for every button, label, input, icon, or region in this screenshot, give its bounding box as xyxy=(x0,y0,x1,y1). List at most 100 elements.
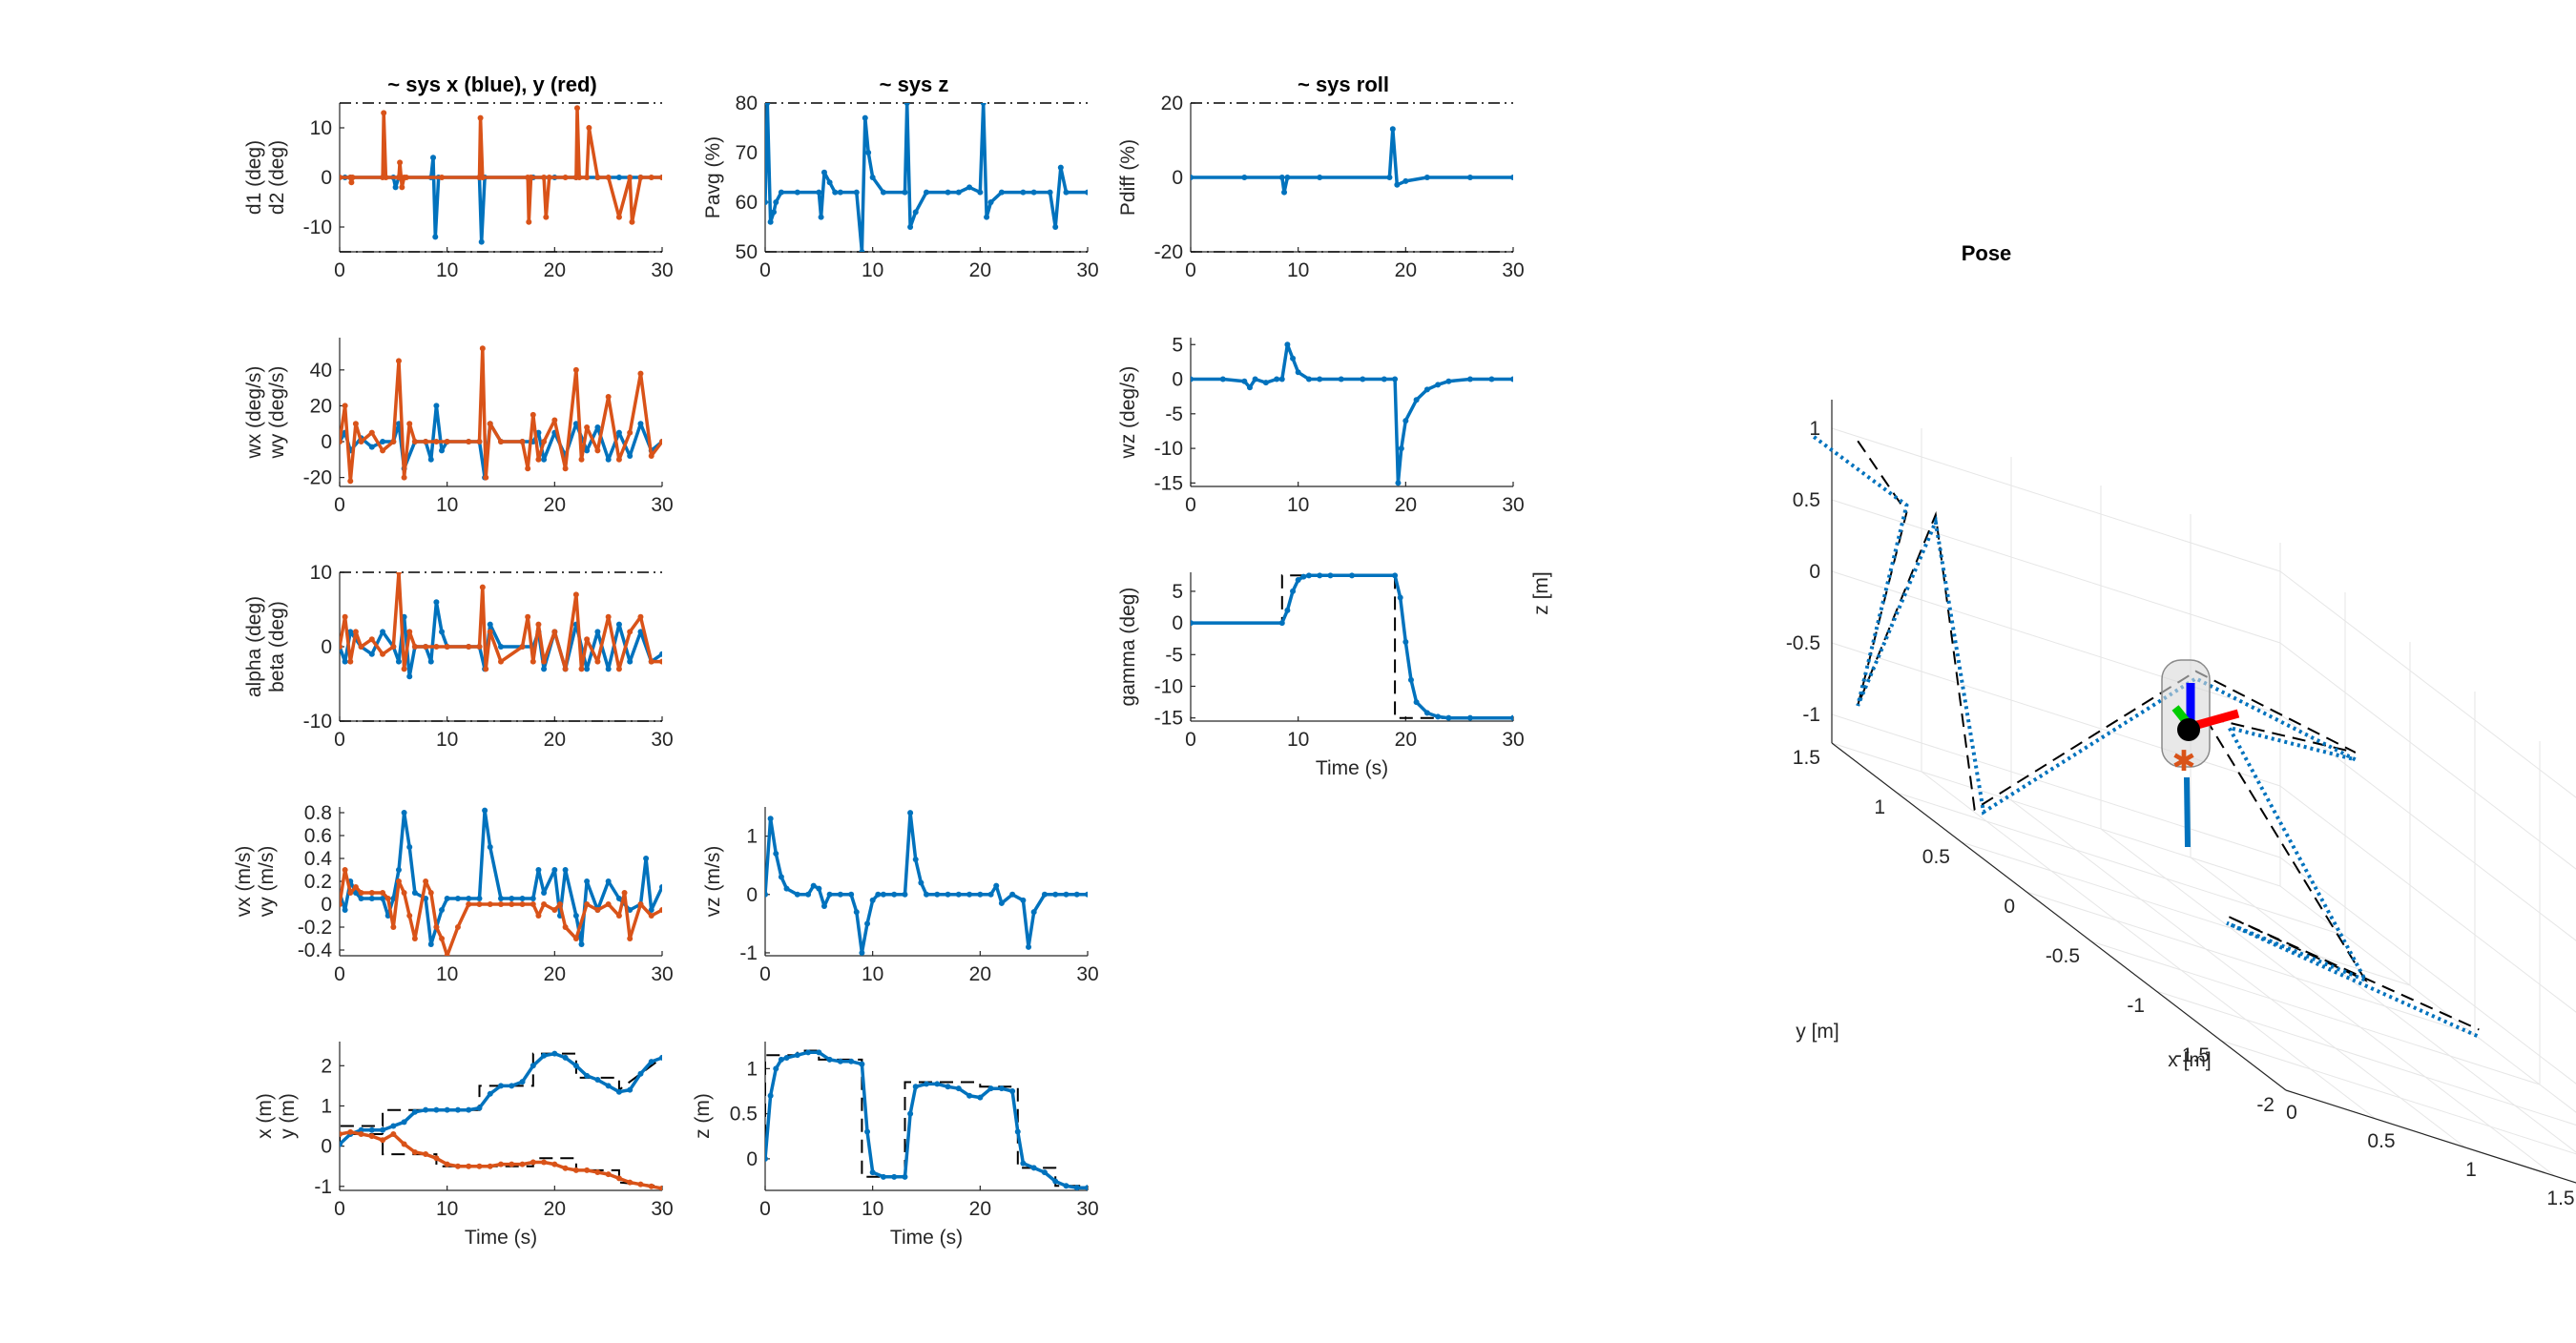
series-line xyxy=(765,103,1088,252)
data-point xyxy=(765,103,771,106)
data-point xyxy=(423,878,429,884)
y-axis-label: wz (deg/s) xyxy=(1117,366,1139,460)
data-point xyxy=(605,1171,612,1178)
data-point xyxy=(637,370,644,377)
data-point xyxy=(535,867,542,873)
data-point xyxy=(907,810,914,816)
data-point xyxy=(767,218,774,225)
series-line xyxy=(340,600,662,678)
data-point xyxy=(509,1083,515,1089)
data-point xyxy=(605,1083,612,1089)
data-point xyxy=(891,1173,898,1180)
data-point xyxy=(541,456,548,463)
data-point xyxy=(648,913,654,919)
data-point xyxy=(1191,175,1194,180)
data-point xyxy=(395,175,402,180)
grid-line xyxy=(1831,499,2281,644)
data-point xyxy=(1041,891,1048,898)
data-point xyxy=(627,175,634,180)
data-point xyxy=(853,189,860,196)
grid-line xyxy=(2279,713,2576,941)
y-tick-label: -5 xyxy=(1165,403,1183,425)
x-tick-label: 10 xyxy=(862,1198,883,1220)
data-point xyxy=(848,891,855,898)
data-point xyxy=(342,907,348,913)
pose-y-tick-label: -1.5 xyxy=(2175,1044,2210,1066)
series-line xyxy=(340,1051,662,1146)
y-tick-label: 0 xyxy=(321,1136,332,1158)
x-tick-label: 20 xyxy=(544,1198,566,1220)
pose-y-axis xyxy=(1831,742,2287,1091)
vehicle-model: ✱ xyxy=(2161,659,2240,848)
pose-x-tick-label: 0 xyxy=(2286,1102,2297,1124)
data-point xyxy=(1510,376,1513,382)
x-tick-label: 0 xyxy=(1185,729,1196,751)
data-point xyxy=(342,613,348,620)
data-point xyxy=(980,103,987,106)
vehicle-body xyxy=(2161,659,2211,768)
data-point xyxy=(955,1085,962,1092)
data-point xyxy=(637,1181,644,1188)
data-point xyxy=(433,599,440,606)
data-point xyxy=(1063,1183,1070,1189)
x-tick-label: 10 xyxy=(436,729,458,751)
data-point xyxy=(912,209,919,216)
data-point xyxy=(594,658,601,665)
data-point xyxy=(390,439,397,445)
data-point xyxy=(805,891,812,898)
data-point xyxy=(594,1169,601,1176)
data-point xyxy=(479,175,486,180)
data-point xyxy=(659,439,662,445)
pose-y-tick-label: 0 xyxy=(2004,896,2015,918)
reference-line xyxy=(1191,574,1513,719)
data-point xyxy=(358,890,364,896)
data-point xyxy=(1295,576,1301,583)
data-point xyxy=(584,447,591,454)
data-point xyxy=(584,175,591,180)
data-point xyxy=(1020,897,1027,903)
data-point xyxy=(818,214,824,220)
data-point xyxy=(439,907,446,913)
data-point xyxy=(659,651,662,657)
data-point xyxy=(395,358,402,364)
pose-ticks: 00.511.522.5-2-1.5-1-0.500.511.5-1-0.500… xyxy=(1786,400,2576,1209)
data-point xyxy=(483,474,489,481)
data-point xyxy=(476,1105,483,1111)
data-point xyxy=(525,613,531,620)
x-axis-label: Time (s) xyxy=(465,1227,537,1249)
series-line xyxy=(340,346,662,484)
grid-line xyxy=(1921,771,2377,1120)
y-tick-label: 80 xyxy=(736,93,758,114)
data-point xyxy=(399,184,405,191)
x-tick-label: 0 xyxy=(334,259,345,281)
data-point xyxy=(535,913,542,919)
data-point xyxy=(1052,224,1059,230)
y-axis-label: alpha (deg) xyxy=(243,596,265,697)
data-point xyxy=(615,175,622,180)
z-chart: 0 10 20 30 0 0.5 1 z (m) Time (s) xyxy=(692,1042,1099,1249)
data-point xyxy=(562,465,569,472)
data-point xyxy=(594,629,601,635)
y-axis-label: d2 (deg) xyxy=(266,140,288,215)
x-tick-label: 20 xyxy=(969,259,991,281)
data-point xyxy=(498,1083,504,1089)
data-point xyxy=(487,1163,493,1169)
y-tick-label: -20 xyxy=(1154,241,1183,263)
data-point xyxy=(411,1108,418,1115)
y-tick-label: 70 xyxy=(736,142,758,164)
series-line xyxy=(1191,573,1513,720)
data-point xyxy=(498,439,504,445)
data-point xyxy=(401,1141,407,1147)
data-point xyxy=(392,184,399,191)
data-point xyxy=(1020,189,1027,196)
x-tick-label: 0 xyxy=(759,259,771,281)
data-point xyxy=(562,867,569,873)
data-point xyxy=(406,673,413,680)
data-point xyxy=(541,439,548,445)
y-tick-label: 1 xyxy=(746,826,758,848)
data-point xyxy=(535,456,542,463)
x-tick-label: 0 xyxy=(334,494,345,516)
data-point xyxy=(572,913,579,919)
x-tick-label: 10 xyxy=(1287,494,1309,516)
